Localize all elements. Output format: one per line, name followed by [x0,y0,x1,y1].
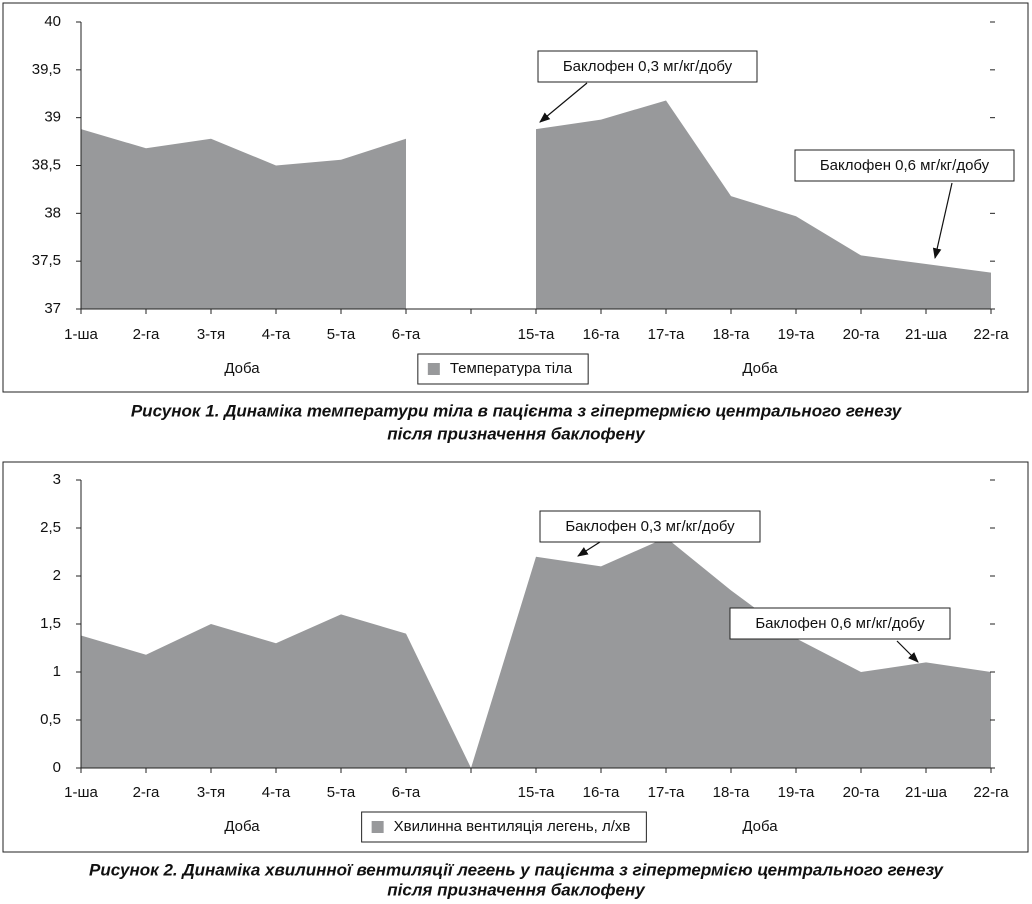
caption: після призначення баклофену [387,880,646,899]
chart: 37 37,5 38 38,5 39 39,5 40 1-ша 2-га 3-тя 4-та 5-та… [2,2,1029,443]
y-tick-label: 40 [44,13,61,30]
x-tick-label: 6-та [392,326,421,343]
y-tick-label: 2,5 [40,519,61,536]
x-tick-label: 20-та [843,326,880,343]
x-tick-label: 22-га [973,784,1009,801]
x-tick-label: 20-та [843,784,880,801]
y-tick-label: 37 [44,300,61,317]
x-tick-label: 18-та [713,326,750,343]
x-axis-label: Доба [224,360,260,377]
x-tick-label: 2-га [133,784,160,801]
annotation: Баклофен 0,6 мг/кг/добу [820,157,990,174]
legend-swatch [371,821,384,833]
x-tick-label: 15-та [518,326,555,343]
annotation-arrow [896,640,919,663]
x-tick-label: 2-га [133,326,160,343]
area [536,100,991,310]
y-tick-label: 38 [44,204,61,221]
legend-swatch [427,363,440,375]
annotation: Баклофен 0,3 мг/кг/добу [563,58,733,75]
x-tick-label: 19-та [778,784,815,801]
area [81,537,991,768]
x-tick-label: 4-та [262,784,291,801]
legend-box [417,353,589,385]
x-tick-label: 3-тя [197,326,225,343]
x-axis-label: Доба [742,818,778,835]
annotation-box [539,510,761,543]
x-tick-label: 4-та [262,326,291,343]
x-tick-label: 3-тя [197,784,225,801]
x-tick-label: 21-ша [905,784,948,801]
caption: Рисунок 2. Динаміка хвилинної вентиляції… [89,860,944,879]
y-tick-label: 39 [44,109,61,126]
annotation-box [537,50,758,83]
y-tick-label: 37,5 [32,252,61,269]
annotation-arrow [932,182,953,260]
y-tick-label: 1,5 [40,615,61,632]
y-tick-label: 2 [53,567,61,584]
annotation-arrow [577,541,601,557]
x-tick-label: 16-та [583,326,620,343]
annotation-arrow [539,82,588,123]
caption: Рисунок 1. Динаміка температури тіла в п… [131,401,903,420]
x-tick-label: 1-ша [64,784,98,801]
legend-box [361,811,647,843]
y-tick-label: 38,5 [32,156,61,173]
x-tick-label: 1-ша [64,326,98,343]
legend-label: Температура тіла [450,360,573,377]
y-tick-label: 3 [53,471,61,488]
x-tick-label: 16-та [583,784,620,801]
x-tick-label: 22-га [973,326,1009,343]
chart-frame [2,461,1029,853]
area [81,129,406,309]
x-tick-label: 5-та [327,784,356,801]
x-tick-label: 17-та [648,326,685,343]
chart-frame [2,2,1029,393]
annotation-box [729,607,951,640]
x-tick-label: 15-та [518,784,555,801]
x-axis-label: Доба [742,360,778,377]
x-tick-label: 17-та [648,784,685,801]
x-tick-label: 5-та [327,326,356,343]
x-tick-label: 18-та [713,784,750,801]
legend-label: Хвилинна вентиляція легень, л/хв [394,818,631,835]
x-axis-label: Доба [224,818,260,835]
caption: після призначення баклофену [387,424,646,443]
x-tick-label: 6-та [392,784,421,801]
y-tick-label: 39,5 [32,61,61,78]
y-tick-label: 0,5 [40,711,61,728]
x-tick-label: 21-ша [905,326,948,343]
chart: 0 0,5 1 1,5 2 2,5 3 1-ша 2-га 3-тя 4-та 5-та 6-та 15-… [2,461,1029,899]
y-tick-label: 1 [53,663,61,680]
annotation: Баклофен 0,6 мг/кг/добу [755,615,925,632]
annotation-box [794,149,1015,182]
y-tick-label: 0 [53,759,61,776]
x-tick-label: 19-та [778,326,815,343]
annotation: Баклофен 0,3 мг/кг/добу [565,518,735,535]
